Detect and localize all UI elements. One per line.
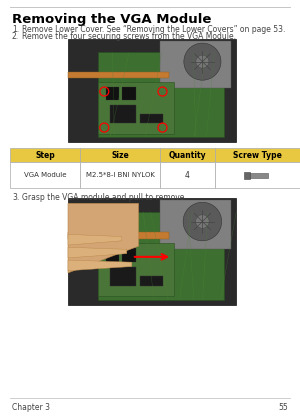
Bar bbox=[140, 276, 163, 286]
Circle shape bbox=[196, 215, 209, 228]
Text: Grasp the VGA module and pull to remove.: Grasp the VGA module and pull to remove. bbox=[22, 193, 187, 202]
Bar bbox=[215, 162, 300, 188]
Bar bbox=[110, 105, 136, 123]
Circle shape bbox=[196, 55, 209, 68]
Bar bbox=[10, 162, 80, 188]
Text: 3.: 3. bbox=[12, 193, 19, 202]
Bar bbox=[10, 148, 80, 162]
Bar bbox=[80, 148, 160, 162]
Bar bbox=[244, 171, 250, 178]
Text: Remove the four securing screws from the VGA Module.: Remove the four securing screws from the… bbox=[22, 32, 236, 41]
Text: 4: 4 bbox=[185, 171, 190, 179]
Bar bbox=[98, 212, 224, 299]
Circle shape bbox=[184, 43, 221, 80]
Bar bbox=[160, 148, 215, 162]
Polygon shape bbox=[68, 247, 127, 258]
Bar bbox=[245, 173, 268, 178]
Text: Removing the VGA Module: Removing the VGA Module bbox=[12, 13, 211, 26]
Bar bbox=[122, 87, 136, 100]
Bar bbox=[160, 41, 231, 89]
Bar bbox=[68, 72, 169, 78]
Text: Step: Step bbox=[35, 150, 55, 160]
Text: Size: Size bbox=[111, 150, 129, 160]
Text: 55: 55 bbox=[278, 403, 288, 412]
Bar bbox=[98, 52, 224, 137]
Bar bbox=[106, 87, 119, 100]
Polygon shape bbox=[68, 260, 132, 271]
Bar bbox=[80, 162, 160, 188]
Text: Chapter 3: Chapter 3 bbox=[12, 403, 50, 412]
Text: 1.: 1. bbox=[12, 25, 19, 34]
Bar bbox=[68, 198, 236, 305]
Bar bbox=[140, 114, 163, 123]
Text: 2.: 2. bbox=[12, 32, 19, 41]
Bar bbox=[98, 243, 174, 297]
Bar bbox=[160, 200, 231, 249]
Bar bbox=[110, 267, 136, 286]
Text: M2.5*8-I BNI NYLOK: M2.5*8-I BNI NYLOK bbox=[85, 172, 154, 178]
Bar bbox=[68, 232, 169, 239]
Text: Screw Type: Screw Type bbox=[233, 150, 282, 160]
Bar bbox=[98, 82, 174, 134]
Circle shape bbox=[183, 202, 222, 241]
Bar bbox=[122, 248, 136, 262]
Polygon shape bbox=[68, 234, 122, 245]
Bar bbox=[215, 148, 300, 162]
Text: VGA Module: VGA Module bbox=[24, 172, 66, 178]
Bar bbox=[106, 248, 119, 262]
Bar bbox=[68, 39, 236, 142]
Bar bbox=[160, 162, 215, 188]
Polygon shape bbox=[68, 203, 139, 273]
Text: Quantity: Quantity bbox=[169, 150, 206, 160]
Text: Remove Lower Cover. See “Removing the Lower Covers” on page 53.: Remove Lower Cover. See “Removing the Lo… bbox=[22, 25, 285, 34]
